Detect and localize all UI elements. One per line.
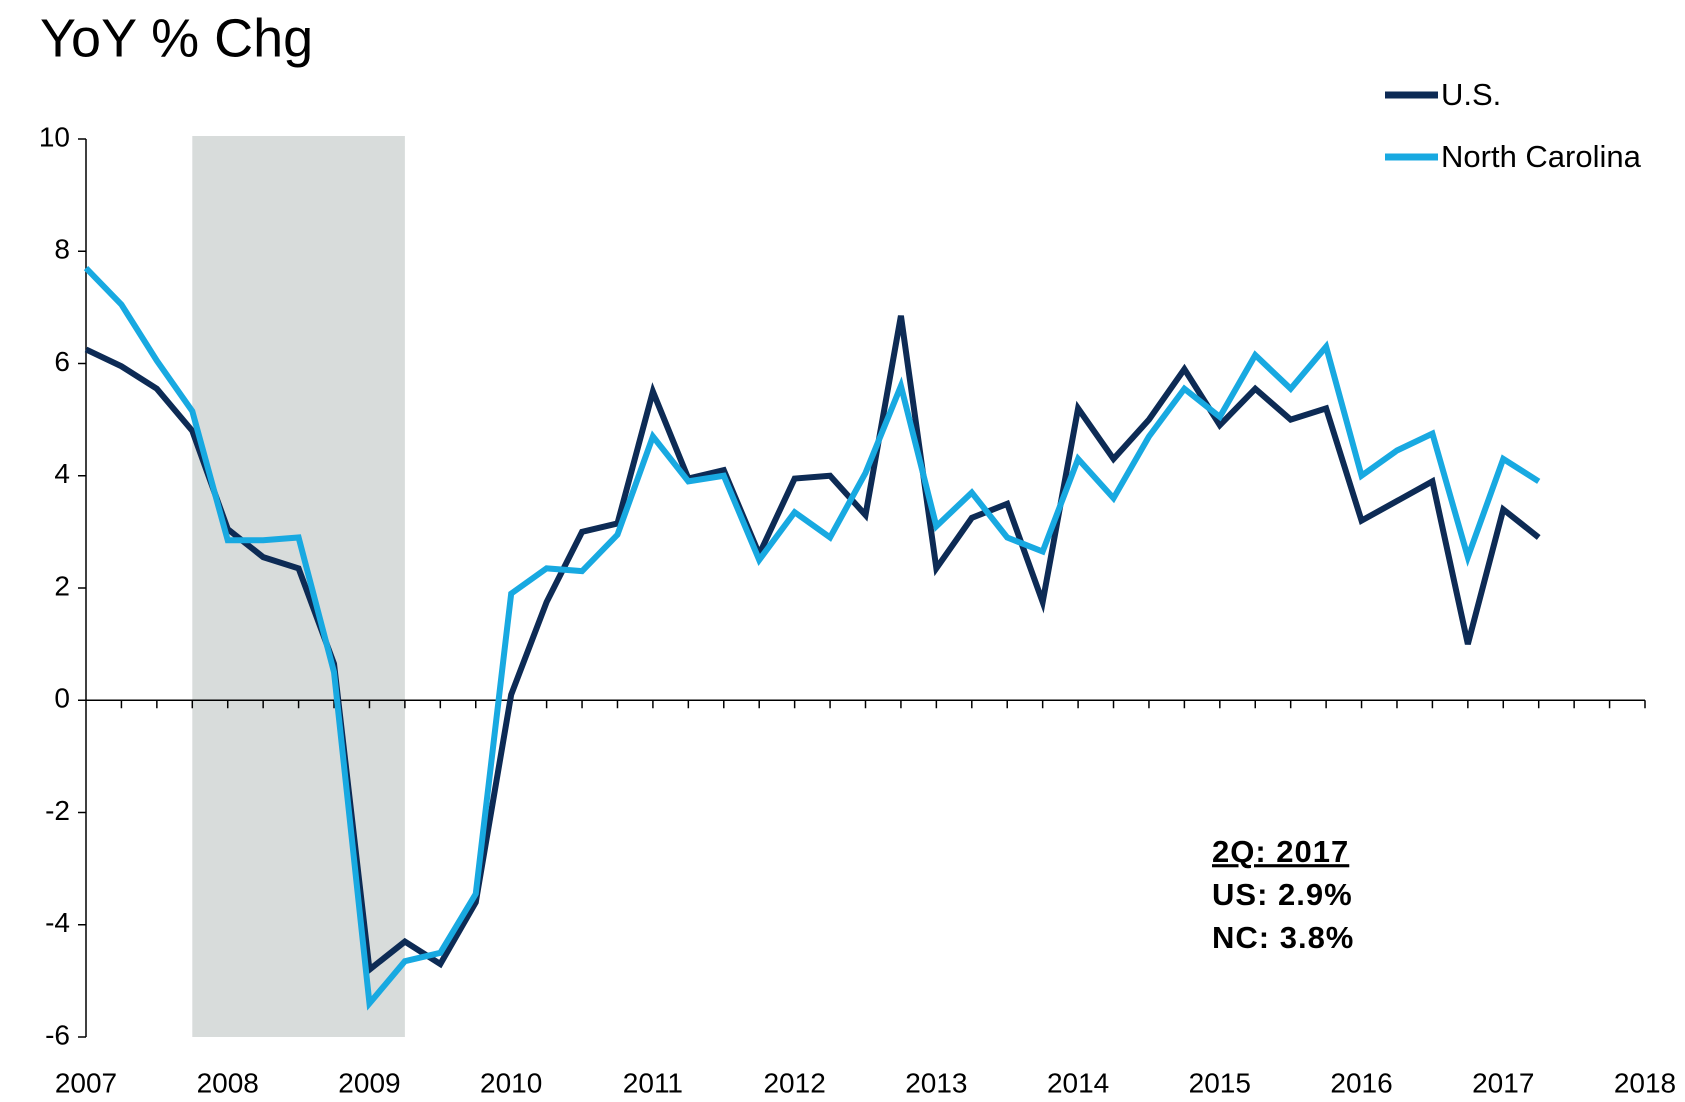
- x-tick-label: 2014: [1047, 1067, 1109, 1098]
- annotation: NC: 3.8%: [1212, 920, 1354, 955]
- y-tick-label: -6: [45, 1019, 70, 1050]
- x-tick-label: 2007: [55, 1067, 117, 1098]
- x-tick-label: 2010: [480, 1067, 542, 1098]
- y-tick-label: -2: [45, 795, 70, 826]
- y-tick-label: -4: [45, 907, 70, 938]
- x-tick-label: 2017: [1472, 1067, 1534, 1098]
- y-tick-label: 4: [54, 458, 70, 489]
- x-tick-label: 2008: [197, 1067, 259, 1098]
- y-tick-label: 2: [54, 570, 70, 601]
- x-tick-label: 2016: [1330, 1067, 1392, 1098]
- x-tick-label: 2015: [1189, 1067, 1251, 1098]
- legend-label: U.S.: [1441, 77, 1501, 112]
- annotation: US: 2.9%: [1212, 877, 1353, 912]
- y-tick-label: 6: [54, 346, 70, 377]
- x-tick-label: 2012: [763, 1067, 825, 1098]
- shaded-region: [192, 136, 405, 1037]
- y-tick-label: 8: [54, 234, 70, 265]
- series-line: [83, 265, 1541, 1011]
- x-tick-label: 2013: [905, 1067, 967, 1098]
- annotation: 2Q: 2017: [1212, 834, 1349, 869]
- y-tick-label: 10: [39, 121, 70, 152]
- legend-label: North Carolina: [1441, 139, 1642, 174]
- y-tick-label: 0: [54, 683, 70, 714]
- x-tick-label: 2011: [623, 1067, 683, 1098]
- chart-title: YoY % Chg: [40, 8, 313, 68]
- x-tick-label: 2009: [338, 1067, 400, 1098]
- x-tick-label: 2018: [1614, 1067, 1676, 1098]
